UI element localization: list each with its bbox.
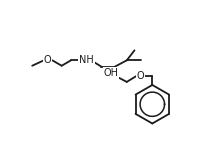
Text: OH: OH [104,68,119,78]
Text: O: O [137,71,145,81]
Text: O: O [44,55,52,65]
Text: NH: NH [79,55,94,65]
